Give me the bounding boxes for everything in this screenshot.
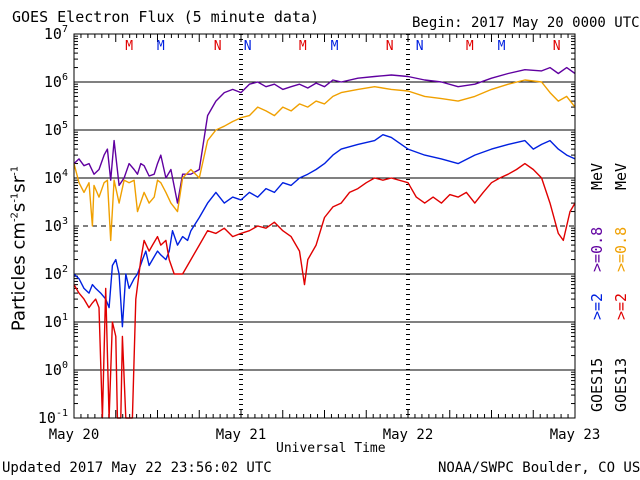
y-tick-label: 102 xyxy=(44,264,68,283)
legend-goes15-ge08: >=0.8 xyxy=(588,226,606,272)
legend-goes13-ge2: >=2 xyxy=(612,292,630,320)
marker-m-0: M xyxy=(125,39,133,54)
marker-n-7: N xyxy=(416,39,424,54)
series-line-1 xyxy=(73,79,576,242)
y-tick-label: 103 xyxy=(44,216,68,235)
begin-time-label: Begin: 2017 May 20 0000 UTC xyxy=(412,15,640,31)
marker-m-4: M xyxy=(299,39,307,54)
legend-mev-1: MeV xyxy=(588,162,606,190)
legend-goes13-ge08: >=0.8 xyxy=(612,226,630,272)
legend-mev-2: MeV xyxy=(612,162,630,190)
y-tick-label: 101 xyxy=(44,312,68,331)
marker-n-6: N xyxy=(386,39,394,54)
x-axis-label: Universal Time xyxy=(276,441,386,456)
marker-n-10: N xyxy=(553,39,561,54)
y-tick-label: 10-1 xyxy=(38,408,68,427)
legend-goes15-ge2: >=2 xyxy=(588,292,606,320)
credit-label: NOAA/SWPC Boulder, CO USA xyxy=(438,460,640,476)
marker-m-5: M xyxy=(331,39,339,54)
y-tick-label: 105 xyxy=(44,120,68,139)
updated-timestamp: Updated 2017 May 22 23:56:02 UTC xyxy=(2,460,272,476)
chart-title: GOES Electron Flux (5 minute data) xyxy=(12,8,320,26)
marker-n-2: N xyxy=(214,39,222,54)
series-line-2 xyxy=(73,133,576,328)
legend-goes13-label: GOES13 xyxy=(612,357,630,412)
x-tick-label: May 20 xyxy=(49,427,100,443)
y-tick-label: 107 xyxy=(44,24,68,43)
x-tick-label: May 23 xyxy=(550,427,601,443)
legend-goes15-label: GOES15 xyxy=(588,357,606,412)
y-tick-label: 104 xyxy=(44,168,68,187)
series-line-0 xyxy=(73,66,576,204)
marker-m-8: M xyxy=(466,39,474,54)
plot-frame xyxy=(73,33,576,419)
y-tick-label: 100 xyxy=(44,360,68,379)
marker-m-9: M xyxy=(498,39,506,54)
y-tick-label: 106 xyxy=(44,72,68,91)
marker-m-1: M xyxy=(157,39,165,54)
x-tick-label: May 22 xyxy=(383,427,434,443)
x-tick-label: May 21 xyxy=(216,427,267,443)
marker-n-3: N xyxy=(244,39,252,54)
